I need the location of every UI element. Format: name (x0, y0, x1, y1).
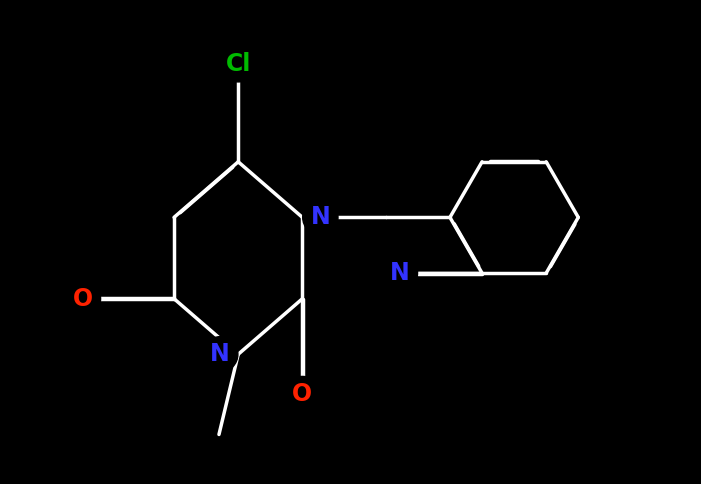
Ellipse shape (65, 281, 100, 317)
Ellipse shape (285, 377, 320, 412)
Text: N: N (210, 342, 230, 366)
Text: N: N (311, 205, 330, 229)
Text: Cl: Cl (226, 52, 251, 76)
Ellipse shape (382, 256, 418, 291)
Text: N: N (390, 261, 410, 285)
Ellipse shape (303, 200, 338, 235)
Text: O: O (292, 382, 313, 406)
Ellipse shape (221, 46, 256, 82)
Ellipse shape (203, 337, 238, 372)
Text: O: O (73, 287, 93, 311)
